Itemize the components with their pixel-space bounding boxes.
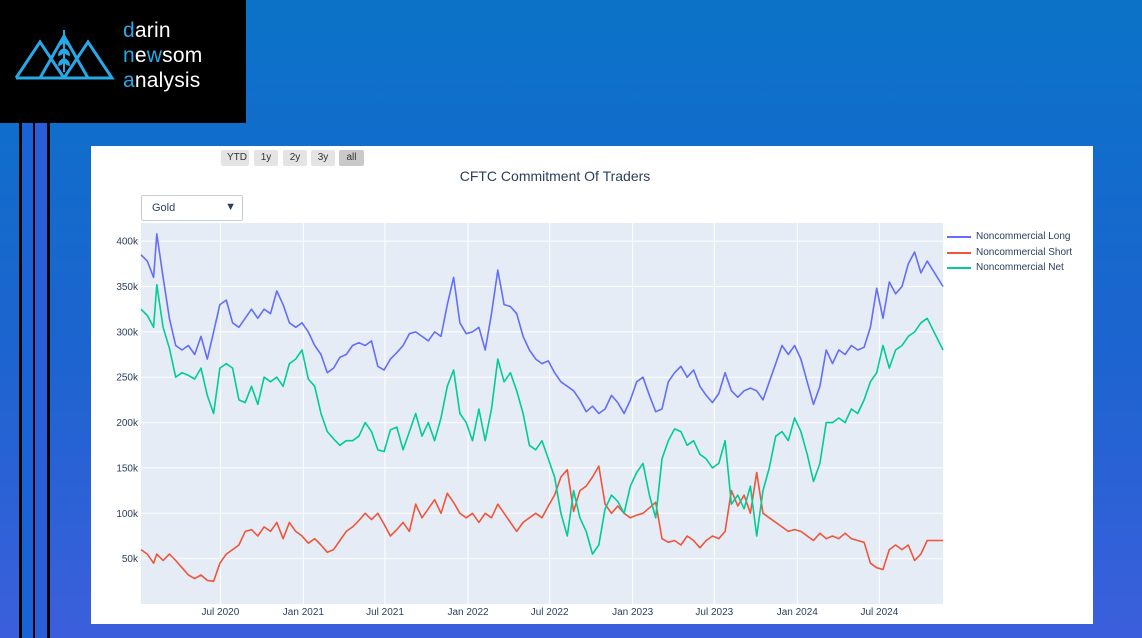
mountain-wheat-icon — [14, 30, 115, 80]
commodity-dropdown[interactable]: Gold ▼ — [141, 195, 243, 221]
y-tick-label: 200k — [116, 418, 139, 429]
decor-bar-4 — [35, 123, 47, 638]
y-tick-label: 400k — [116, 237, 139, 248]
y-tick-label: 100k — [116, 509, 139, 520]
logo-line-1: darin — [123, 19, 171, 42]
y-tick-label: 300k — [116, 327, 139, 338]
legend-swatch-short — [947, 251, 971, 254]
range-all-button[interactable]: all — [339, 150, 364, 166]
series-line-net — [140, 283, 944, 555]
y-tick-label: 150k — [116, 463, 139, 474]
decor-bar-1 — [19, 123, 22, 638]
logo-wordmark: darin newsom analysis — [123, 18, 202, 93]
legend-label-net: Noncommercial Net — [976, 262, 1064, 273]
range-2y-button[interactable]: 2y — [283, 150, 307, 166]
x-tick-label: Jul 2020 — [201, 607, 239, 618]
plot-area — [141, 223, 943, 604]
x-tick-label: Jan 2024 — [777, 607, 819, 618]
range-ytd-button[interactable]: YTD — [221, 150, 249, 166]
range-1y-button[interactable]: 1y — [254, 150, 278, 166]
x-tick-label: Jul 2023 — [695, 607, 733, 618]
x-tick-label: Jul 2021 — [366, 607, 404, 618]
legend-swatch-long — [947, 236, 971, 238]
y-tick-label: 350k — [116, 282, 139, 293]
chart-title: CFTC Commitment Of Traders — [459, 168, 651, 184]
decor-bar-3 — [33, 123, 35, 638]
y-tick-label: 250k — [116, 373, 139, 384]
series-line-long — [140, 233, 944, 415]
x-tick-label: Jan 2021 — [283, 607, 325, 618]
legend-label-short: Noncommercial Short — [976, 246, 1073, 258]
legend-swatch-net — [947, 267, 971, 269]
x-tick-label: Jul 2024 — [860, 607, 898, 618]
legend-label-long: Noncommercial Long — [976, 231, 1071, 242]
logo-line-3: analysis — [123, 69, 201, 92]
caret-down-icon: ▼ — [225, 201, 236, 213]
logo: darin newsom analysis — [0, 0, 246, 123]
y-tick-label: 50k — [122, 554, 139, 565]
x-tick-label: Jul 2022 — [531, 607, 569, 618]
x-tick-label: Jan 2023 — [612, 607, 654, 618]
x-tick-label: Jan 2022 — [447, 607, 489, 618]
series-line-short — [140, 465, 943, 583]
range-3y-button[interactable]: 3y — [311, 150, 335, 166]
decor-bar-2 — [22, 123, 33, 638]
logo-line-2: newsom — [123, 44, 203, 67]
commodity-dropdown-value: Gold — [152, 202, 176, 214]
decor-bar-5 — [47, 123, 50, 638]
